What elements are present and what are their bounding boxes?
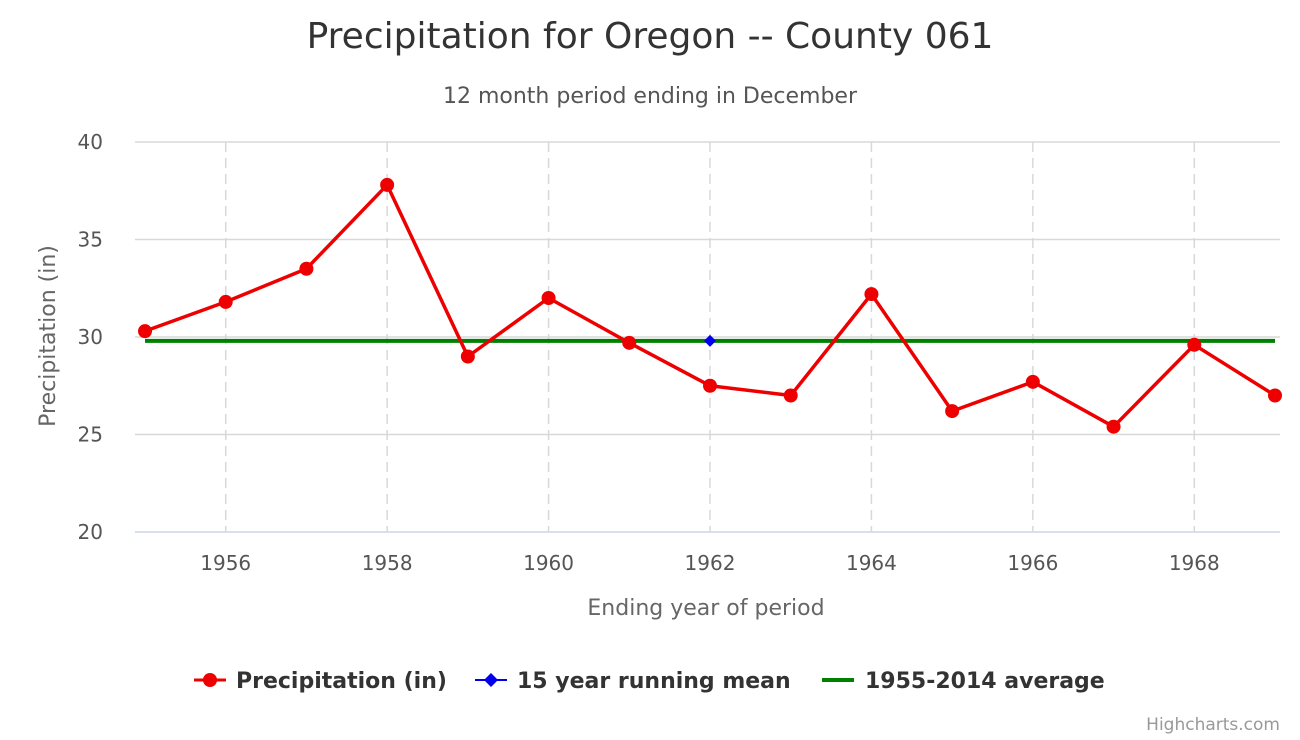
x-tick-label: 1958 (362, 551, 413, 575)
y-axis-title: Precipitation (in) (36, 245, 61, 427)
x-axis: 1956 1958 1960 1962 1964 1966 1968 (200, 551, 1219, 575)
precipitation-point[interactable] (1187, 337, 1202, 352)
precipitation-point[interactable] (945, 404, 960, 419)
legend-precipitation-marker (203, 673, 217, 687)
x-tick-label: 1966 (1007, 551, 1058, 575)
legend-item-precipitation[interactable]: Precipitation (in) (194, 669, 447, 694)
y-tick-label: 40 (78, 130, 103, 154)
precipitation-point[interactable] (541, 291, 556, 305)
precipitation-point[interactable] (703, 378, 717, 393)
legend-running-mean-marker (484, 673, 498, 687)
y-tick-label: 35 (78, 228, 103, 252)
precipitation-point[interactable] (622, 335, 637, 350)
precipitation-point[interactable] (1268, 388, 1282, 403)
running-mean-point[interactable] (704, 334, 716, 347)
precipitation-point[interactable] (783, 388, 798, 403)
y-tick-label: 30 (78, 325, 103, 349)
precipitation-point[interactable] (299, 261, 314, 276)
legend-item-running-mean[interactable]: 15 year running mean (475, 669, 791, 694)
x-tick-label: 1956 (200, 551, 251, 575)
legend-running-mean-label: 15 year running mean (517, 669, 791, 694)
y-axis: 20 25 30 35 40 (78, 130, 103, 544)
grid (135, 141, 1280, 533)
legend: Precipitation (in) 15 year running mean … (194, 669, 1105, 694)
legend-precipitation-label: Precipitation (in) (236, 669, 447, 694)
precipitation-point[interactable] (460, 349, 475, 364)
x-tick-label: 1964 (846, 551, 897, 575)
legend-average-label: 1955-2014 average (865, 669, 1105, 694)
x-tick-label: 1960 (523, 551, 574, 575)
x-axis-title: Ending year of period (587, 596, 824, 621)
precipitation-point[interactable] (380, 177, 395, 192)
precipitation-point[interactable] (864, 287, 879, 302)
y-tick-label: 25 (78, 423, 103, 447)
legend-item-average[interactable]: 1955-2014 average (822, 669, 1105, 694)
credits-link[interactable]: Highcharts.com (1146, 715, 1280, 735)
plot-series (138, 177, 1282, 434)
precipitation-point[interactable] (218, 294, 233, 309)
x-tick-label: 1968 (1169, 551, 1220, 575)
precipitation-point[interactable] (1106, 419, 1121, 434)
chart-subtitle: 12 month period ending in December (443, 84, 858, 109)
precipitation-point[interactable] (1025, 374, 1040, 389)
precipitation-point[interactable] (138, 324, 152, 339)
y-tick-label: 20 (78, 520, 103, 544)
chart-title: Precipitation for Oregon -- County 061 (307, 16, 994, 57)
x-tick-label: 1962 (685, 551, 736, 575)
